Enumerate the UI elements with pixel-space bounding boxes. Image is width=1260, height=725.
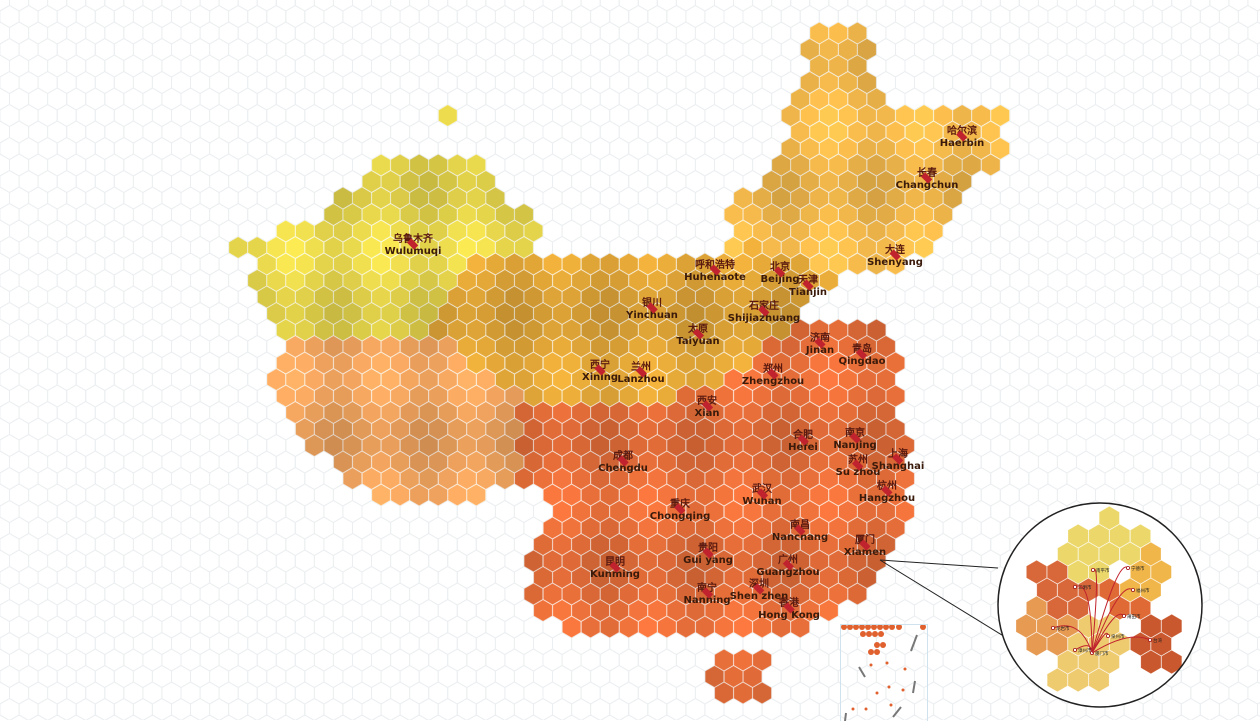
inset-city-label: 宁德市 [1131, 565, 1145, 572]
island-dot [872, 631, 878, 637]
city-shenyang[interactable]: 大连Shenyang [867, 245, 923, 268]
inset-city-dot [1131, 588, 1134, 591]
south-china-sea-inset [840, 624, 928, 721]
island-dot [868, 649, 874, 655]
city-hangzhou[interactable]: 杭州Hangzhou [859, 481, 915, 504]
dashed-border-segment [911, 635, 917, 651]
inset-city-dot [1051, 626, 1054, 629]
city-chongqing[interactable]: 重庆Chongqing [650, 499, 710, 522]
island-dot [865, 708, 868, 711]
city-haerbin[interactable]: 哈尔滨Haerbin [940, 126, 985, 149]
city-nanchang[interactable]: 南昌Nanchang [772, 520, 828, 543]
city-changchun[interactable]: 长春Changchun [896, 168, 959, 191]
inset-city-dot [1122, 614, 1125, 617]
city-guangzhou[interactable]: 广州Guangzhou [756, 555, 819, 578]
map-hex-xinjiang [229, 237, 248, 258]
inset-city-label: 莆田市 [1127, 613, 1141, 620]
inset-city-label: 龙岩市 [1056, 625, 1070, 632]
city-zhengzhou[interactable]: 郑州Zhengzhou [742, 364, 804, 387]
island-dot [874, 649, 880, 655]
inset-city-label: 福州市 [1136, 587, 1150, 594]
dashed-border-segment [859, 667, 865, 677]
inset-city-label: 漳州市 [1078, 647, 1092, 654]
island-dot [874, 642, 880, 648]
island-dot [878, 631, 884, 637]
map-hex-xinjiang [439, 105, 458, 126]
city-xining[interactable]: 西宁Xining [582, 360, 618, 383]
city-nanjing[interactable]: 南京Nanjing [833, 428, 876, 451]
city-lanzhou[interactable]: 兰州Lanzhou [617, 362, 664, 385]
island-dot [896, 625, 902, 630]
city-qingdao[interactable]: 青岛Qingdao [839, 344, 886, 367]
dashed-border-segment [913, 681, 915, 693]
island-dot [888, 686, 891, 689]
city-xian[interactable]: 西安Xian [694, 396, 719, 419]
inset-city-label: 南平市 [1096, 567, 1110, 574]
inset-city-dot [1073, 585, 1076, 588]
inset-city-dot [1148, 638, 1151, 641]
city-jinan[interactable]: 济南Jinan [806, 333, 834, 356]
island-dot [870, 664, 873, 667]
inset-connector-top [880, 560, 998, 568]
island-dot [860, 631, 866, 637]
city-wulumuqi[interactable]: 乌鲁木齐Wulumuqi [385, 234, 442, 257]
island-dot [886, 662, 889, 665]
island-dot [876, 692, 879, 695]
inset-city-label: 台湾 [1153, 637, 1162, 644]
city-yinchuan[interactable]: 银川Yinchuan [626, 298, 678, 321]
city-huhehaote[interactable]: 呼和浩特Huhehaote [684, 260, 746, 283]
inset-city-dot [1073, 648, 1076, 651]
fujian-inset[interactable]: 南平市宁德市三明市福州市莆田市龙岩市泉州市漳州市厦门市台湾 [998, 503, 1202, 707]
island-dot [904, 668, 907, 671]
dashed-border-segment [893, 707, 901, 717]
island-dot [866, 631, 872, 637]
city-guiyang[interactable]: 贵阳Gui yang [683, 543, 733, 566]
island-dot [852, 708, 855, 711]
inset-city-dot [1106, 634, 1109, 637]
island-dot [880, 642, 886, 648]
inset-city-dot [1126, 566, 1129, 569]
city-hefei[interactable]: 合肥Hefei [788, 430, 818, 453]
city-tianjin[interactable]: 天津Tianjin [789, 275, 827, 298]
city-wuhan[interactable]: 武汉Wuhan [742, 484, 781, 507]
city-chengdu[interactable]: 成都Chengdu [598, 451, 648, 474]
city-kunming[interactable]: 昆明Kunming [590, 557, 640, 580]
island-dot [920, 625, 926, 630]
inset-city-dot [1091, 568, 1094, 571]
inset-city-label: 厦门市 [1095, 650, 1109, 657]
city-shanghai[interactable]: 上海Shanghai [872, 449, 925, 472]
city-nanning[interactable]: 南宁Nanning [683, 583, 730, 606]
island-dot [890, 704, 893, 707]
island-dot [902, 689, 905, 692]
inset-city-label: 三明市 [1078, 584, 1092, 591]
city-xiamen[interactable]: 厦门Xiamen [844, 535, 886, 558]
city-hongkong[interactable]: 香港Hong Kong [758, 598, 820, 621]
city-taiyuan[interactable]: 太原Taiyuan [676, 324, 719, 347]
city-shijiazhuang[interactable]: 石家庄Shijiazhuang [728, 301, 800, 324]
